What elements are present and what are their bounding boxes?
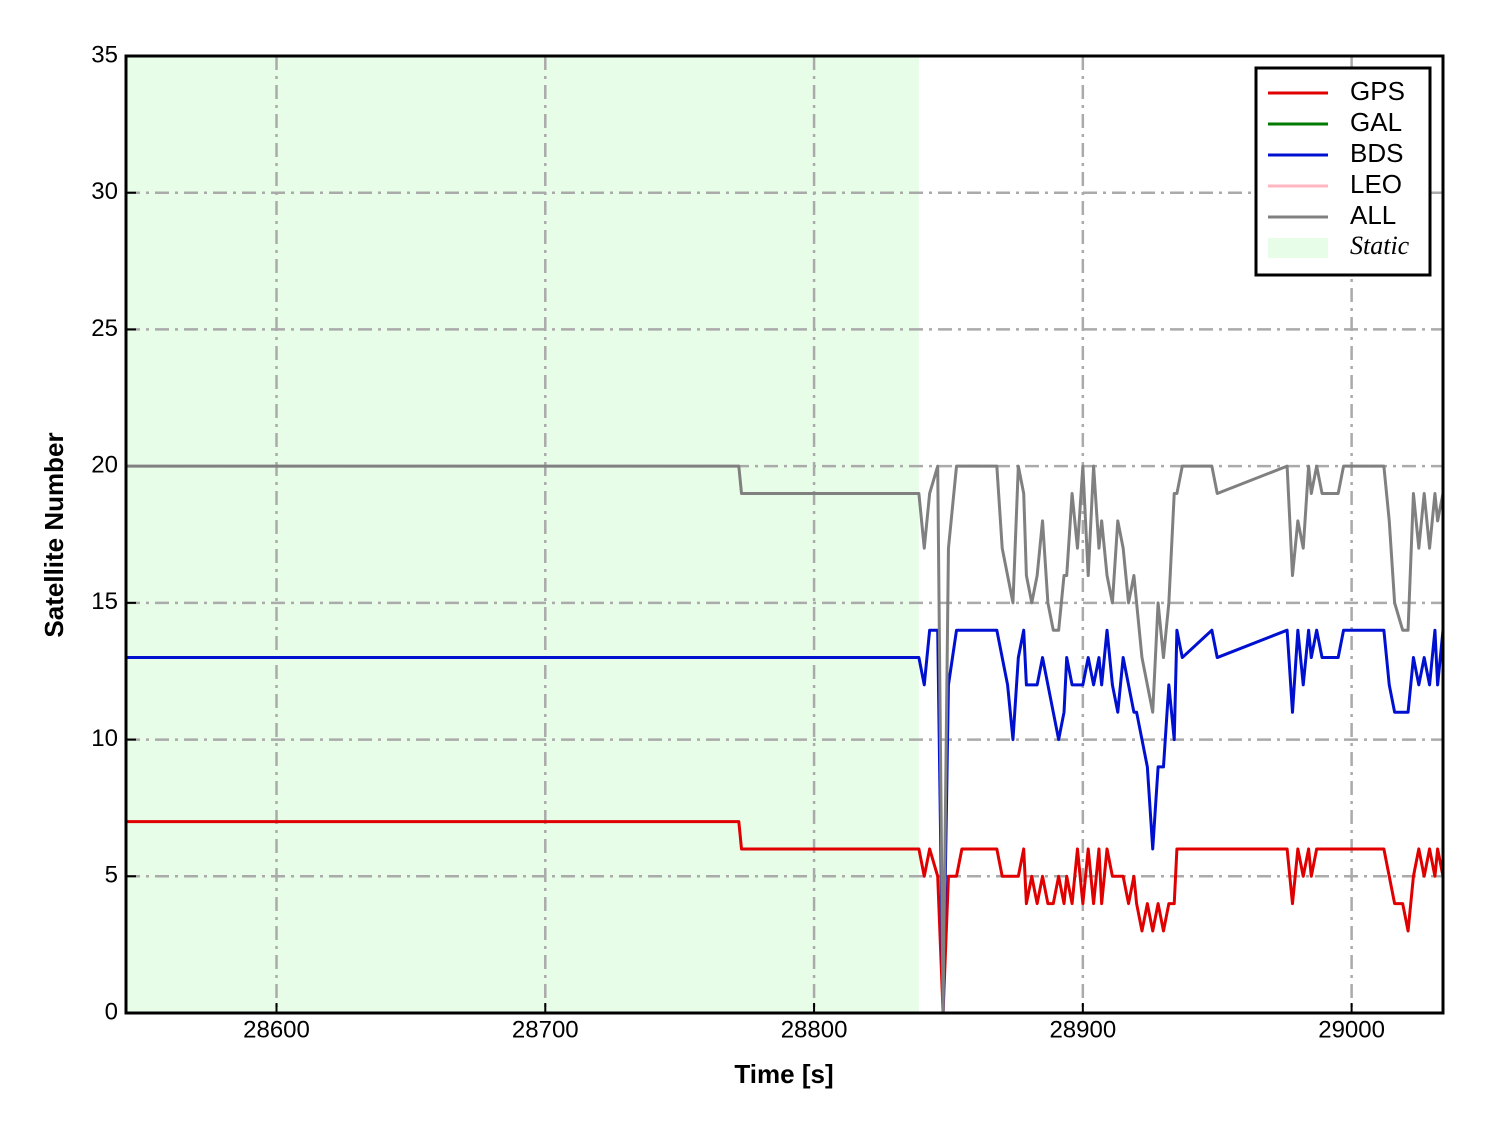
x-axis-label: Time [s] <box>734 1059 833 1089</box>
x-tick-label: 28700 <box>512 1016 579 1043</box>
legend-label: ALL <box>1350 200 1396 230</box>
y-axis-label: Satellite Number <box>39 432 69 637</box>
legend-swatch <box>1268 238 1328 258</box>
x-tick-label: 28800 <box>781 1016 848 1043</box>
y-tick-label: 30 <box>91 178 118 205</box>
x-tick-label: 29000 <box>1318 1016 1385 1043</box>
legend-label: GPS <box>1350 76 1405 106</box>
series-line <box>126 628 1445 1015</box>
x-tick-label: 28600 <box>243 1016 310 1043</box>
series-line <box>126 464 1445 1015</box>
plot-frame <box>124 54 1445 1015</box>
legend-label: Static <box>1350 231 1410 260</box>
y-tick-label: 25 <box>91 315 118 342</box>
y-tick-label: 10 <box>91 725 118 752</box>
y-tick-label: 5 <box>105 862 118 889</box>
y-tick-label: 15 <box>91 588 118 615</box>
static-region <box>126 56 919 1013</box>
legend-label: LEO <box>1350 169 1402 199</box>
legend-label: GAL <box>1350 107 1402 137</box>
y-tick-label: 0 <box>105 998 118 1025</box>
legend-label: BDS <box>1350 138 1403 168</box>
series-line <box>126 820 1445 1015</box>
y-tick-label: 35 <box>91 41 118 68</box>
y-tick-label: 20 <box>91 451 118 478</box>
x-tick-label: 28900 <box>1049 1016 1116 1043</box>
